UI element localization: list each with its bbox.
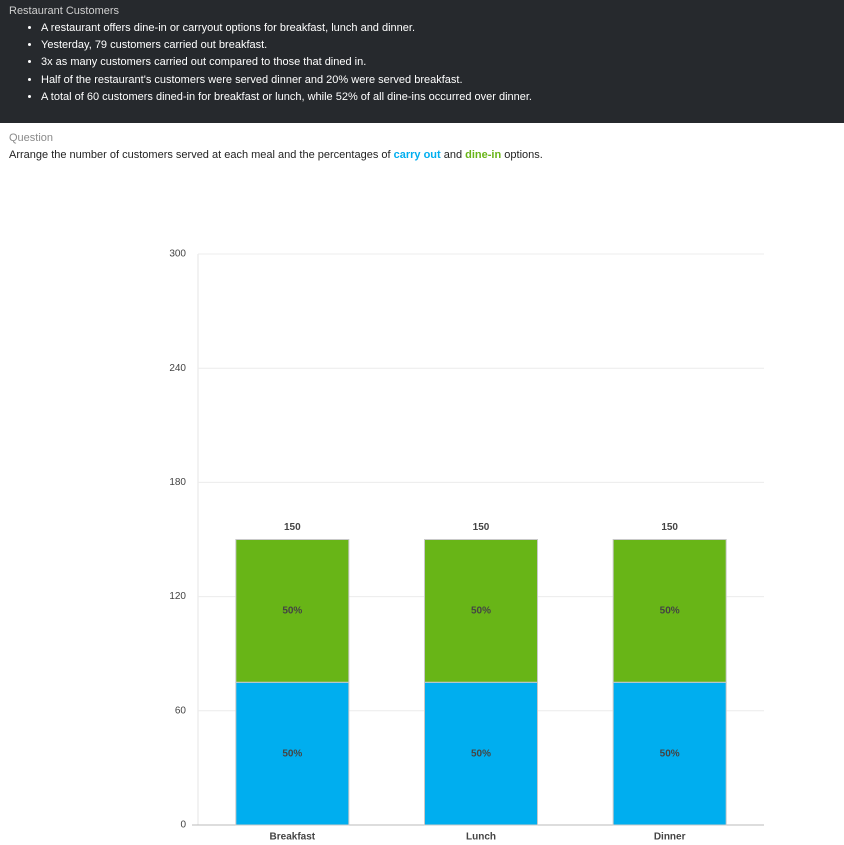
y-tick-label: 60	[175, 705, 187, 716]
y-tick-label: 240	[169, 363, 186, 374]
question-text: Arrange the number of customers served a…	[9, 149, 543, 161]
bullet: A restaurant offers dine-in or carryout …	[41, 21, 532, 38]
bullet: Half of the restaurant's customers were …	[41, 73, 532, 90]
carry-out-term: carry out	[393, 149, 441, 161]
bullet: A total of 60 customers dined-in for bre…	[41, 90, 532, 107]
question-text-part: Arrange the number of customers served a…	[9, 149, 394, 161]
y-tick-label: 0	[180, 820, 186, 831]
x-tick-label: Breakfast	[270, 832, 316, 843]
total-label: 150	[473, 522, 490, 533]
bullet-list: A restaurant offers dine-in or carryout …	[0, 21, 532, 107]
segment-label: 50%	[660, 606, 680, 617]
header-title: Restaurant Customers	[9, 5, 120, 17]
segment-label: 50%	[660, 748, 680, 759]
bar-segment	[235, 681, 350, 826]
question-text-part: and	[440, 149, 466, 161]
dine-in-term: dine-in	[465, 149, 502, 161]
bar-segment	[424, 539, 538, 683]
bar-segment	[612, 681, 727, 826]
total-label: 150	[284, 522, 301, 533]
segment-label: 50%	[471, 748, 491, 759]
y-tick-label: 300	[169, 249, 186, 260]
bullet: Yesterday, 79 customers carried out brea…	[41, 38, 532, 55]
x-tick-label: Dinner	[654, 832, 686, 843]
question-text-part: options.	[501, 149, 543, 161]
bar-segment	[235, 539, 350, 683]
total-label: 150	[661, 522, 678, 533]
question-label: Question	[9, 132, 54, 144]
segment-label: 50%	[282, 748, 302, 759]
x-tick-label: Lunch	[466, 832, 496, 843]
header: Restaurant Customers A restaurant offers…	[0, 0, 844, 123]
y-tick-label: 180	[169, 477, 186, 488]
segment-label: 50%	[471, 606, 491, 617]
bullet: 3x as many customers carried out compare…	[41, 55, 532, 72]
bar-segment	[424, 681, 538, 826]
segment-label: 50%	[282, 606, 302, 617]
bar-segment	[612, 539, 727, 683]
y-tick-label: 120	[169, 591, 186, 602]
